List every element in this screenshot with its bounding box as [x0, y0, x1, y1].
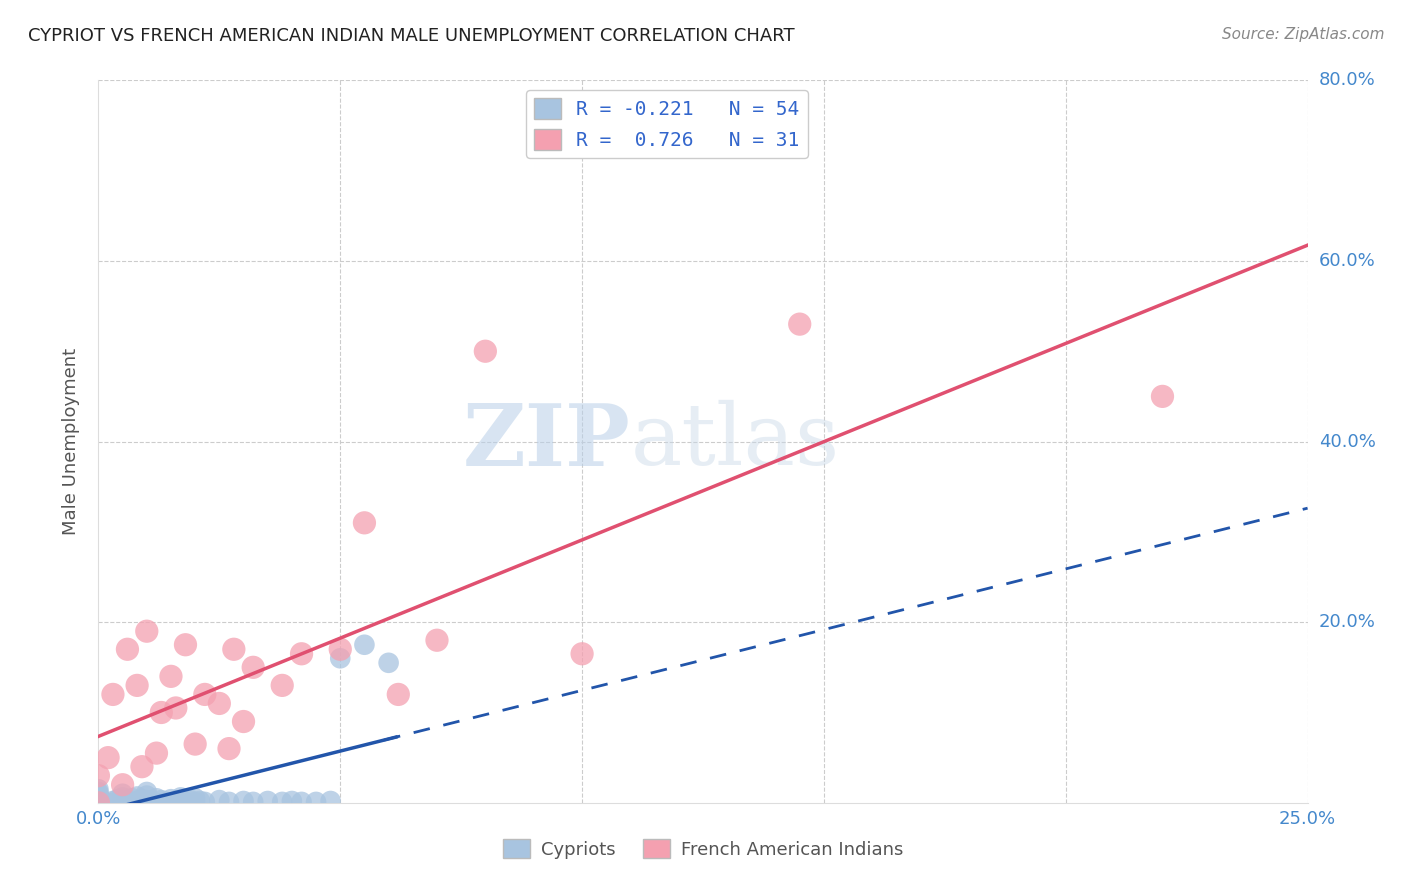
- Point: [127, 678, 149, 692]
- Point: [271, 678, 294, 692]
- Point: [107, 792, 129, 806]
- Text: CYPRIOT VS FRENCH AMERICAN INDIAN MALE UNEMPLOYMENT CORRELATION CHART: CYPRIOT VS FRENCH AMERICAN INDIAN MALE U…: [28, 27, 794, 45]
- Text: Source: ZipAtlas.com: Source: ZipAtlas.com: [1222, 27, 1385, 42]
- Point: [87, 787, 110, 801]
- Point: [174, 638, 197, 652]
- Point: [271, 795, 294, 809]
- Point: [87, 796, 110, 810]
- Point: [290, 795, 312, 809]
- Point: [131, 792, 153, 806]
- Point: [474, 344, 496, 359]
- Point: [169, 790, 191, 805]
- Point: [242, 660, 264, 674]
- Point: [127, 794, 149, 808]
- Point: [1152, 389, 1174, 403]
- Point: [121, 791, 143, 805]
- Point: [87, 794, 110, 808]
- Point: [789, 317, 811, 331]
- Point: [87, 785, 110, 799]
- Point: [135, 793, 157, 807]
- Text: ZIP: ZIP: [463, 400, 630, 483]
- Point: [145, 791, 167, 805]
- Point: [131, 760, 153, 774]
- Point: [87, 789, 110, 804]
- Point: [290, 647, 312, 661]
- Point: [218, 795, 240, 809]
- Point: [329, 651, 352, 665]
- Point: [155, 795, 177, 809]
- Y-axis label: Male Unemployment: Male Unemployment: [62, 348, 80, 535]
- Point: [111, 778, 134, 792]
- Point: [117, 794, 139, 808]
- Point: [145, 746, 167, 760]
- Point: [150, 793, 173, 807]
- Point: [222, 642, 245, 657]
- Point: [101, 794, 124, 808]
- Point: [87, 791, 110, 805]
- Point: [111, 790, 134, 805]
- Point: [184, 737, 207, 751]
- Point: [208, 793, 231, 807]
- Text: 20.0%: 20.0%: [1319, 613, 1375, 632]
- Point: [117, 642, 139, 657]
- Point: [256, 794, 278, 808]
- Point: [174, 795, 197, 809]
- Point: [353, 516, 375, 530]
- Point: [242, 795, 264, 809]
- Point: [218, 741, 240, 756]
- Point: [131, 796, 153, 810]
- Point: [319, 794, 342, 808]
- Point: [87, 782, 110, 797]
- Point: [188, 794, 211, 808]
- Point: [111, 796, 134, 810]
- Point: [160, 792, 183, 806]
- Point: [165, 794, 187, 808]
- Point: [160, 796, 183, 810]
- Point: [135, 789, 157, 803]
- Point: [97, 796, 120, 810]
- Point: [194, 687, 217, 701]
- Point: [87, 796, 110, 810]
- Text: atlas: atlas: [630, 400, 839, 483]
- Point: [305, 795, 328, 809]
- Point: [101, 687, 124, 701]
- Text: 40.0%: 40.0%: [1319, 433, 1375, 450]
- Point: [194, 795, 217, 809]
- Point: [141, 794, 163, 808]
- Point: [281, 794, 304, 808]
- Point: [160, 669, 183, 683]
- Point: [329, 642, 352, 657]
- Point: [165, 701, 187, 715]
- Text: 80.0%: 80.0%: [1319, 71, 1375, 89]
- Point: [208, 697, 231, 711]
- Legend: Cypriots, French American Indians: Cypriots, French American Indians: [496, 832, 910, 866]
- Point: [135, 795, 157, 809]
- Point: [127, 789, 149, 804]
- Point: [87, 793, 110, 807]
- Point: [387, 687, 409, 701]
- Point: [232, 714, 254, 729]
- Point: [150, 706, 173, 720]
- Point: [184, 791, 207, 805]
- Point: [232, 794, 254, 808]
- Point: [135, 624, 157, 639]
- Point: [121, 796, 143, 810]
- Point: [377, 656, 399, 670]
- Point: [111, 787, 134, 801]
- Point: [353, 638, 375, 652]
- Point: [135, 785, 157, 799]
- Point: [111, 793, 134, 807]
- Point: [184, 795, 207, 809]
- Point: [145, 796, 167, 810]
- Point: [179, 793, 201, 807]
- Point: [87, 769, 110, 783]
- Text: 60.0%: 60.0%: [1319, 252, 1375, 270]
- Point: [571, 647, 593, 661]
- Point: [97, 750, 120, 764]
- Point: [426, 633, 449, 648]
